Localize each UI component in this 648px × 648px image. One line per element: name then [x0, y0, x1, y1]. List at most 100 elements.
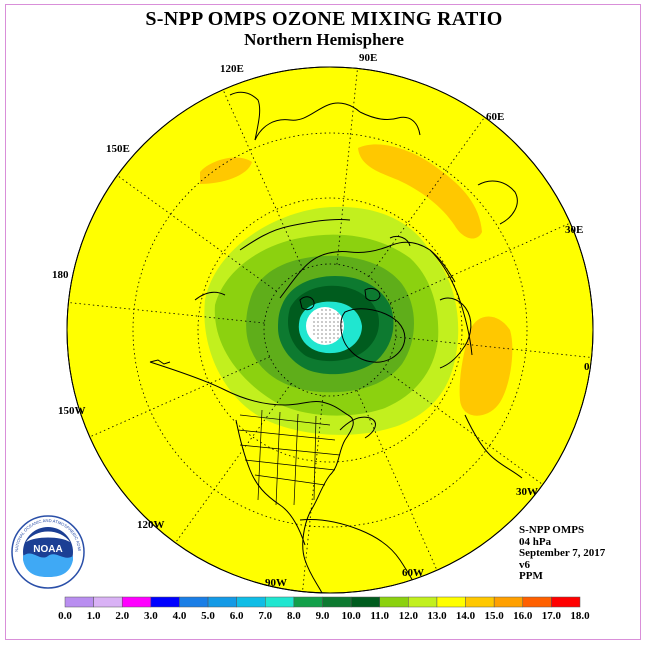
stipple-dot — [341, 325, 343, 327]
stipple-dot — [317, 337, 319, 339]
stipple-dot — [321, 321, 323, 323]
stipple-dot — [325, 341, 327, 343]
meridian-line — [175, 383, 292, 544]
stipple-dot — [333, 317, 335, 319]
ozone-core-low — [306, 307, 344, 345]
meridian-line — [356, 390, 438, 571]
lon-label-150w: 150W — [58, 405, 86, 417]
meridian-line — [222, 89, 304, 270]
stipple-dot — [325, 309, 327, 311]
stipple-dot — [317, 325, 319, 327]
stipple-dot — [321, 313, 323, 315]
stipple-dot — [313, 317, 315, 319]
lon-label-120e: 120E — [220, 63, 244, 75]
stipple-dot — [329, 337, 331, 339]
info-date: September 7, 2017 — [519, 547, 606, 559]
stipple-dot — [313, 333, 315, 335]
info-version: v6 — [519, 558, 530, 571]
stipple-dot — [325, 333, 327, 335]
stipple-dot — [321, 325, 323, 327]
stipple-dot — [325, 317, 327, 319]
ozone-patch-northwest — [200, 157, 252, 184]
stipple-dot — [337, 317, 339, 319]
stipple-dot — [325, 329, 327, 331]
stipple-dot — [337, 325, 339, 327]
svg-text:NATIONAL OCEANIC AND ATMOSPHER: NATIONAL OCEANIC AND ATMOSPHERIC ADMINIS… — [0, 0, 82, 552]
stipple-dot — [321, 317, 323, 319]
stipple-dot — [313, 321, 315, 323]
noaa-logo-ring-text: NATIONAL OCEANIC AND ATMOSPHERIC ADMINIS… — [0, 0, 82, 552]
stipple-dot — [329, 309, 331, 311]
info-units: PPM — [519, 570, 543, 582]
stipple-dot — [337, 337, 339, 339]
meridian-line — [390, 222, 571, 304]
hemisphere-outline — [66, 66, 594, 594]
stipple-dot — [321, 329, 323, 331]
stipple-dot — [317, 333, 319, 335]
lon-label-90e: 90E — [359, 52, 377, 64]
stipple-dot — [321, 341, 323, 343]
stipple-dot — [329, 313, 331, 315]
stipple-dot — [333, 337, 335, 339]
longitude-labels: 90E 60E 30E 0 30W 60W 90W 120W 150W 180 … — [52, 52, 590, 589]
polar-stipple — [313, 309, 343, 343]
lon-label-90w: 90W — [265, 577, 287, 589]
stipple-dot — [333, 313, 335, 315]
stipple-dot — [325, 313, 327, 315]
coastlines — [149, 91, 523, 593]
meridian-line — [383, 368, 544, 485]
stipple-dot — [337, 333, 339, 335]
meridian-line — [68, 302, 265, 324]
page-subtitle: Northern Hemisphere — [244, 30, 404, 49]
ozone-patch-north — [358, 144, 482, 239]
product-info: S-NPP OMPS 04 hPa September 7, 2017 v6 P… — [519, 524, 606, 583]
stipple-dot — [321, 337, 323, 339]
stipple-dot — [333, 325, 335, 327]
stipple-dot — [333, 333, 335, 335]
stipple-dot — [329, 341, 331, 343]
stipple-dot — [341, 321, 343, 323]
meridian-line — [395, 336, 592, 358]
stipple-dot — [337, 313, 339, 315]
stipple-dot — [337, 329, 339, 331]
lon-label-30w: 30W — [516, 486, 538, 498]
stipple-dot — [317, 317, 319, 319]
info-instrument: S-NPP OMPS — [519, 524, 585, 536]
stipple-dot — [333, 321, 335, 323]
image-frame — [5, 4, 641, 640]
stipple-dot — [329, 329, 331, 331]
stipple-dot — [329, 317, 331, 319]
meridian-line — [368, 116, 485, 277]
stipple-dot — [321, 333, 323, 335]
ozone-field — [68, 68, 592, 593]
stipple-dot — [317, 329, 319, 331]
meridian-line — [89, 356, 270, 438]
stipple-dot — [329, 333, 331, 335]
stipple-dot — [333, 329, 335, 331]
stipple-dot — [329, 325, 331, 327]
meridian-line — [116, 175, 277, 292]
ozone-patch-east — [459, 316, 513, 416]
lon-label-60e: 60E — [486, 111, 504, 123]
stipple-dot — [341, 329, 343, 331]
stipple-dot — [321, 309, 323, 311]
stipple-dot — [325, 337, 327, 339]
stipple-dot — [313, 325, 315, 327]
stipple-dot — [325, 321, 327, 323]
stipple-dot — [329, 321, 331, 323]
stipple-dot — [337, 321, 339, 323]
meridians — [68, 68, 592, 592]
graticule — [132, 132, 528, 528]
lon-label-180: 180 — [52, 269, 69, 281]
lon-label-120w: 120W — [137, 519, 165, 531]
lon-label-60w: 60W — [402, 567, 424, 579]
meridian-line — [336, 68, 358, 265]
lon-label-150e: 150E — [106, 143, 130, 155]
stipple-dot — [317, 321, 319, 323]
lon-label-0: 0 — [584, 361, 590, 373]
stipple-dot — [325, 325, 327, 327]
stipple-dot — [317, 313, 319, 315]
info-level: 04 hPa — [519, 535, 552, 548]
noaa-logo-text: NOAA — [33, 544, 62, 555]
